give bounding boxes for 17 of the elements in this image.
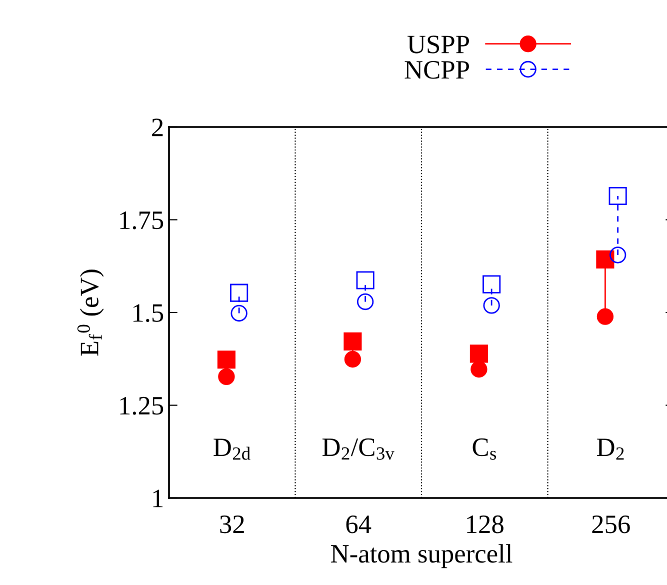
legend-label: USPP [407, 36, 469, 54]
x-axis-title: N-atom supercell [331, 544, 512, 568]
annotation: D$_{2}$/C$_{3v}$ [322, 438, 394, 460]
annotation: D$_{2d}$ [214, 438, 250, 460]
annotation: C$_{s}$ [472, 438, 496, 460]
y-tick-label: 1.75 [120, 211, 164, 230]
y-tick-label: 1 [153, 490, 163, 508]
y-tick-label: 2 [152, 118, 163, 136]
y-tick-label: 1.25 [120, 396, 164, 415]
x-tick-label: 32 [220, 516, 244, 534]
annotation: D$_{2}$ [596, 438, 624, 460]
x-tick-label: 64 [346, 516, 372, 534]
y-tick-label: 1.5 [133, 304, 164, 322]
x-tick-label: 256 [592, 516, 630, 534]
y-axis-title: E$_{f}$$^{0}$ (eV) [77, 270, 104, 356]
legend-label: NCPP [404, 61, 469, 79]
x-tick-label: 128 [467, 515, 504, 534]
